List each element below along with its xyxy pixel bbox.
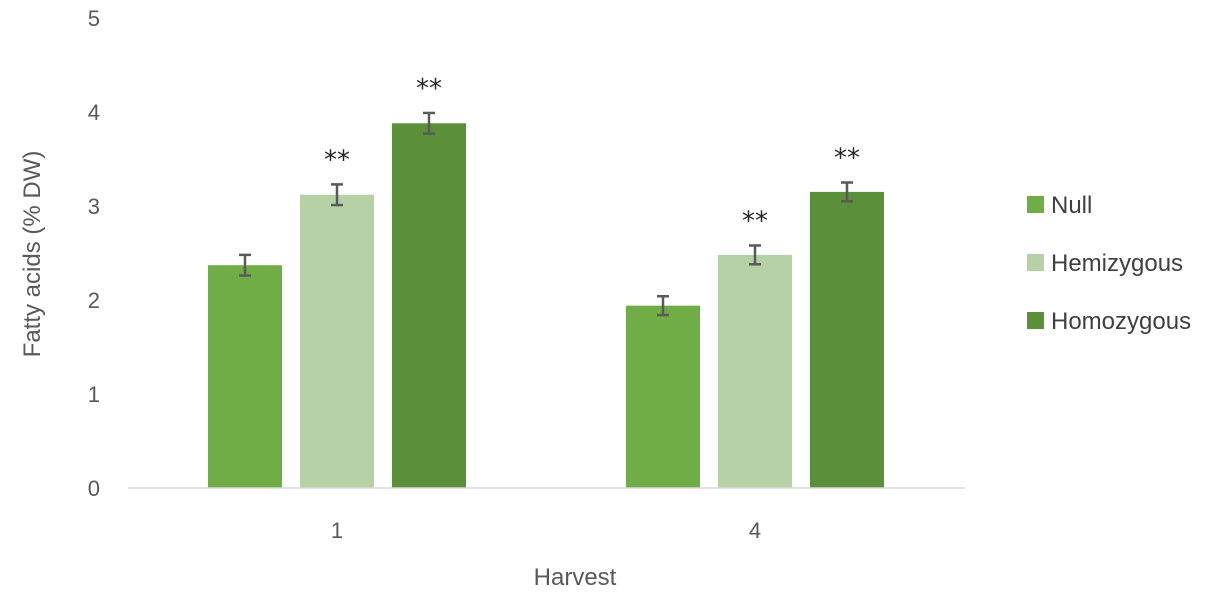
significance-label: **: [834, 144, 860, 174]
legend-swatch: [1027, 254, 1044, 271]
bar: [208, 265, 282, 488]
legend-label: Hemizygous: [1051, 250, 1183, 277]
y-tick-label: 2: [88, 288, 100, 313]
significance-label: **: [742, 206, 768, 236]
y-axis-ticks: 0 1 2 3 4 5: [88, 6, 100, 501]
legend-swatch: [1027, 196, 1044, 213]
y-tick-label: 0: [88, 476, 100, 501]
bar: [810, 191, 884, 488]
y-axis-title: Fatty acids (% DW): [19, 151, 46, 358]
legend: Null Hemizygous Homozygous: [1027, 192, 1191, 335]
bar: [626, 305, 700, 488]
legend-label: Null: [1051, 192, 1092, 219]
legend-label: Homozygous: [1051, 308, 1191, 335]
x-axis-title: Harvest: [534, 564, 617, 591]
y-tick-label: 4: [88, 100, 100, 125]
bar: [392, 123, 466, 488]
legend-swatch: [1027, 312, 1044, 329]
y-tick-label: 3: [88, 194, 100, 219]
significance-label: **: [324, 145, 350, 175]
y-tick-label: 5: [88, 6, 100, 31]
plot-area: ** ** ** **: [208, 74, 884, 488]
bar: [300, 194, 374, 488]
bar: [718, 254, 792, 488]
x-tick-label: 4: [749, 518, 761, 543]
y-tick-label: 1: [88, 382, 100, 407]
x-tick-label: 1: [331, 518, 343, 543]
significance-label: **: [416, 74, 442, 104]
